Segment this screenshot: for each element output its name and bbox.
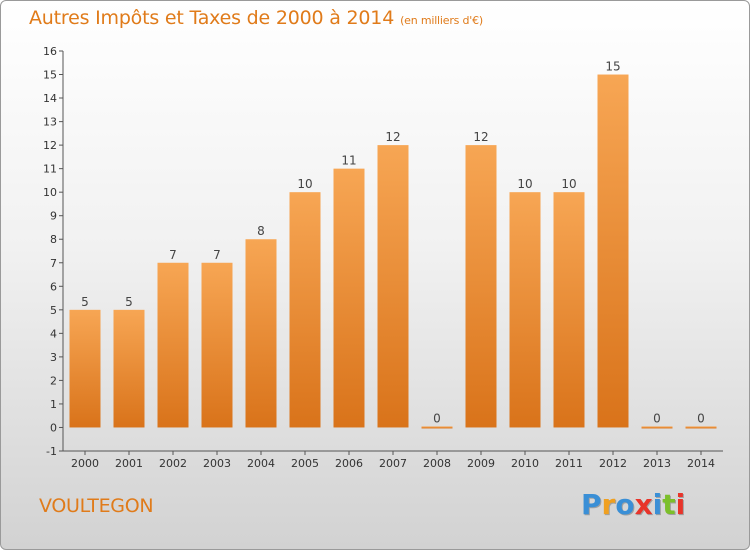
bar-value-label: 5 [81, 295, 89, 309]
bar-value-label: 0 [433, 411, 441, 425]
x-tick-label: 2000 [71, 457, 99, 470]
bar [69, 309, 101, 428]
bar [421, 426, 453, 429]
bar [553, 192, 585, 428]
y-tick-label: 9 [50, 210, 57, 223]
bar [157, 262, 189, 428]
x-tick-label: 2005 [291, 457, 319, 470]
y-tick-label: 4 [50, 327, 57, 340]
bar [465, 145, 497, 428]
chart-title: Autres Impôts et Taxes de 2000 à 2014 (en… [29, 7, 483, 29]
x-tick-label: 2007 [379, 457, 407, 470]
bar-value-label: 7 [213, 248, 221, 262]
chart-bars [69, 74, 717, 429]
bar [245, 239, 277, 428]
y-tick-label: 3 [50, 351, 57, 364]
chart-title-text: Autres Impôts et Taxes de 2000 à 2014 [29, 7, 395, 29]
bar [509, 192, 541, 428]
bar [113, 309, 145, 428]
logo-letter: t [662, 488, 676, 521]
chart-subtitle: (en milliers d'€) [400, 14, 483, 27]
y-tick-label: -1 [46, 445, 57, 458]
logo-letter: r [601, 488, 616, 521]
bar [377, 145, 409, 428]
x-tick-label: 2013 [643, 457, 671, 470]
bar-value-label: 5 [125, 295, 133, 309]
y-tick-label: 13 [43, 116, 57, 129]
bar [333, 168, 365, 428]
bar-value-label: 7 [169, 248, 177, 262]
y-tick-label: 10 [43, 186, 57, 199]
bar-value-label: 10 [517, 177, 532, 191]
commune-name: VOULTEGON [39, 495, 154, 517]
bar [289, 192, 321, 428]
x-tick-label: 2012 [599, 457, 627, 470]
bar-value-label: 8 [257, 224, 265, 238]
y-tick-label: 5 [50, 304, 57, 317]
y-tick-label: 0 [50, 421, 57, 434]
bar [201, 262, 233, 428]
y-tick-label: 15 [43, 69, 57, 82]
x-tick-label: 2003 [203, 457, 231, 470]
x-tick-label: 2014 [687, 457, 715, 470]
x-tick-label: 2011 [555, 457, 583, 470]
bar-value-label: 12 [385, 130, 400, 144]
x-tick-label: 2008 [423, 457, 451, 470]
y-tick-label: 6 [50, 280, 57, 293]
x-tick-label: 2002 [159, 457, 187, 470]
bar-value-label: 12 [473, 130, 488, 144]
bar-value-label: 15 [605, 60, 620, 74]
bar [685, 426, 717, 429]
bar-value-label: 10 [561, 177, 576, 191]
y-tick-label: 1 [50, 398, 57, 411]
x-tick-label: 2010 [511, 457, 539, 470]
x-tick-label: 2004 [247, 457, 275, 470]
x-tick-label: 2009 [467, 457, 495, 470]
y-tick-label: 16 [43, 45, 57, 58]
y-tick-label: 8 [50, 233, 57, 246]
x-tick-label: 2006 [335, 457, 363, 470]
y-tick-label: 2 [50, 374, 57, 387]
proxiti-logo: Proxiti [581, 488, 685, 521]
y-tick-label: 12 [43, 139, 57, 152]
x-tick-label: 2001 [115, 457, 143, 470]
bar-value-label: 11 [341, 154, 356, 168]
chart-labels: 5 2000 5 2001 7 2002 7 2003 8 2004 10 2005 11 2006 12 2… [71, 60, 715, 470]
bar [641, 426, 673, 429]
logo-letter: P [581, 488, 602, 521]
logo-letter: x [634, 488, 653, 521]
logo-letter: i [652, 488, 663, 521]
y-tick-label: 7 [50, 257, 57, 270]
bar [597, 74, 629, 428]
y-tick-label: 11 [43, 163, 57, 176]
bar-value-label: 0 [697, 411, 705, 425]
bar-value-label: 0 [653, 411, 661, 425]
y-tick-label: 14 [43, 92, 57, 105]
logo-letter: i [675, 488, 686, 521]
logo-letter: o [615, 488, 635, 521]
bar-value-label: 10 [297, 177, 312, 191]
